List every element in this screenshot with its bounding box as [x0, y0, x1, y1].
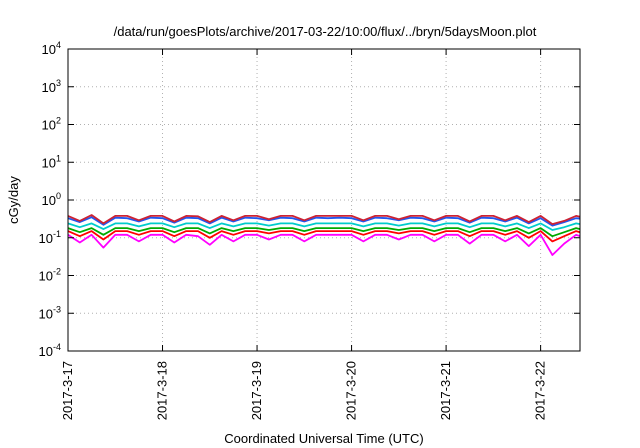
- series-line-5: [67, 216, 581, 227]
- x-axis-label: Coordinated Universal Time (UTC): [224, 431, 423, 446]
- x-tick-label: 2017-3-20: [344, 361, 359, 420]
- y-tick-label: 10-4: [39, 342, 61, 359]
- y-tick-label: 100: [42, 191, 61, 208]
- x-tick-label: 2017-3-18: [155, 361, 170, 420]
- series-group: [67, 214, 581, 256]
- grid: [67, 49, 580, 351]
- y-axis-label: cGy/day: [6, 176, 21, 224]
- x-axis: 2017-3-17 2017-3-18 2017-3-19 2017-3-20 2017…: [60, 49, 548, 420]
- y-tick-label: 10-3: [39, 304, 61, 321]
- chart-title: /data/run/goesPlots/archive/2017-03-22/1…: [114, 24, 537, 39]
- x-tick-label: 2017-3-19: [249, 361, 264, 420]
- series-line-2: [67, 230, 581, 243]
- series-line-4: [67, 222, 581, 231]
- x-tick-label: 2017-3-17: [60, 361, 75, 420]
- y-tick-label: 104: [42, 40, 61, 57]
- y-tick-label: 101: [42, 153, 61, 170]
- x-tick-label: 2017-3-22: [533, 361, 548, 420]
- y-tick-label: 102: [42, 116, 61, 133]
- y-tick-label: 10-1: [39, 229, 61, 246]
- x-tick-label: 2017-3-21: [438, 361, 453, 420]
- y-tick-label: 10-2: [39, 267, 61, 284]
- series-line-1: [67, 233, 581, 256]
- series-line-3: [67, 227, 581, 238]
- series-line-6: [67, 214, 581, 226]
- y-axis: 10-4 10-3 10-2 10-1 100 101 102 103 104: [39, 40, 580, 359]
- y-tick-label: 103: [42, 78, 61, 95]
